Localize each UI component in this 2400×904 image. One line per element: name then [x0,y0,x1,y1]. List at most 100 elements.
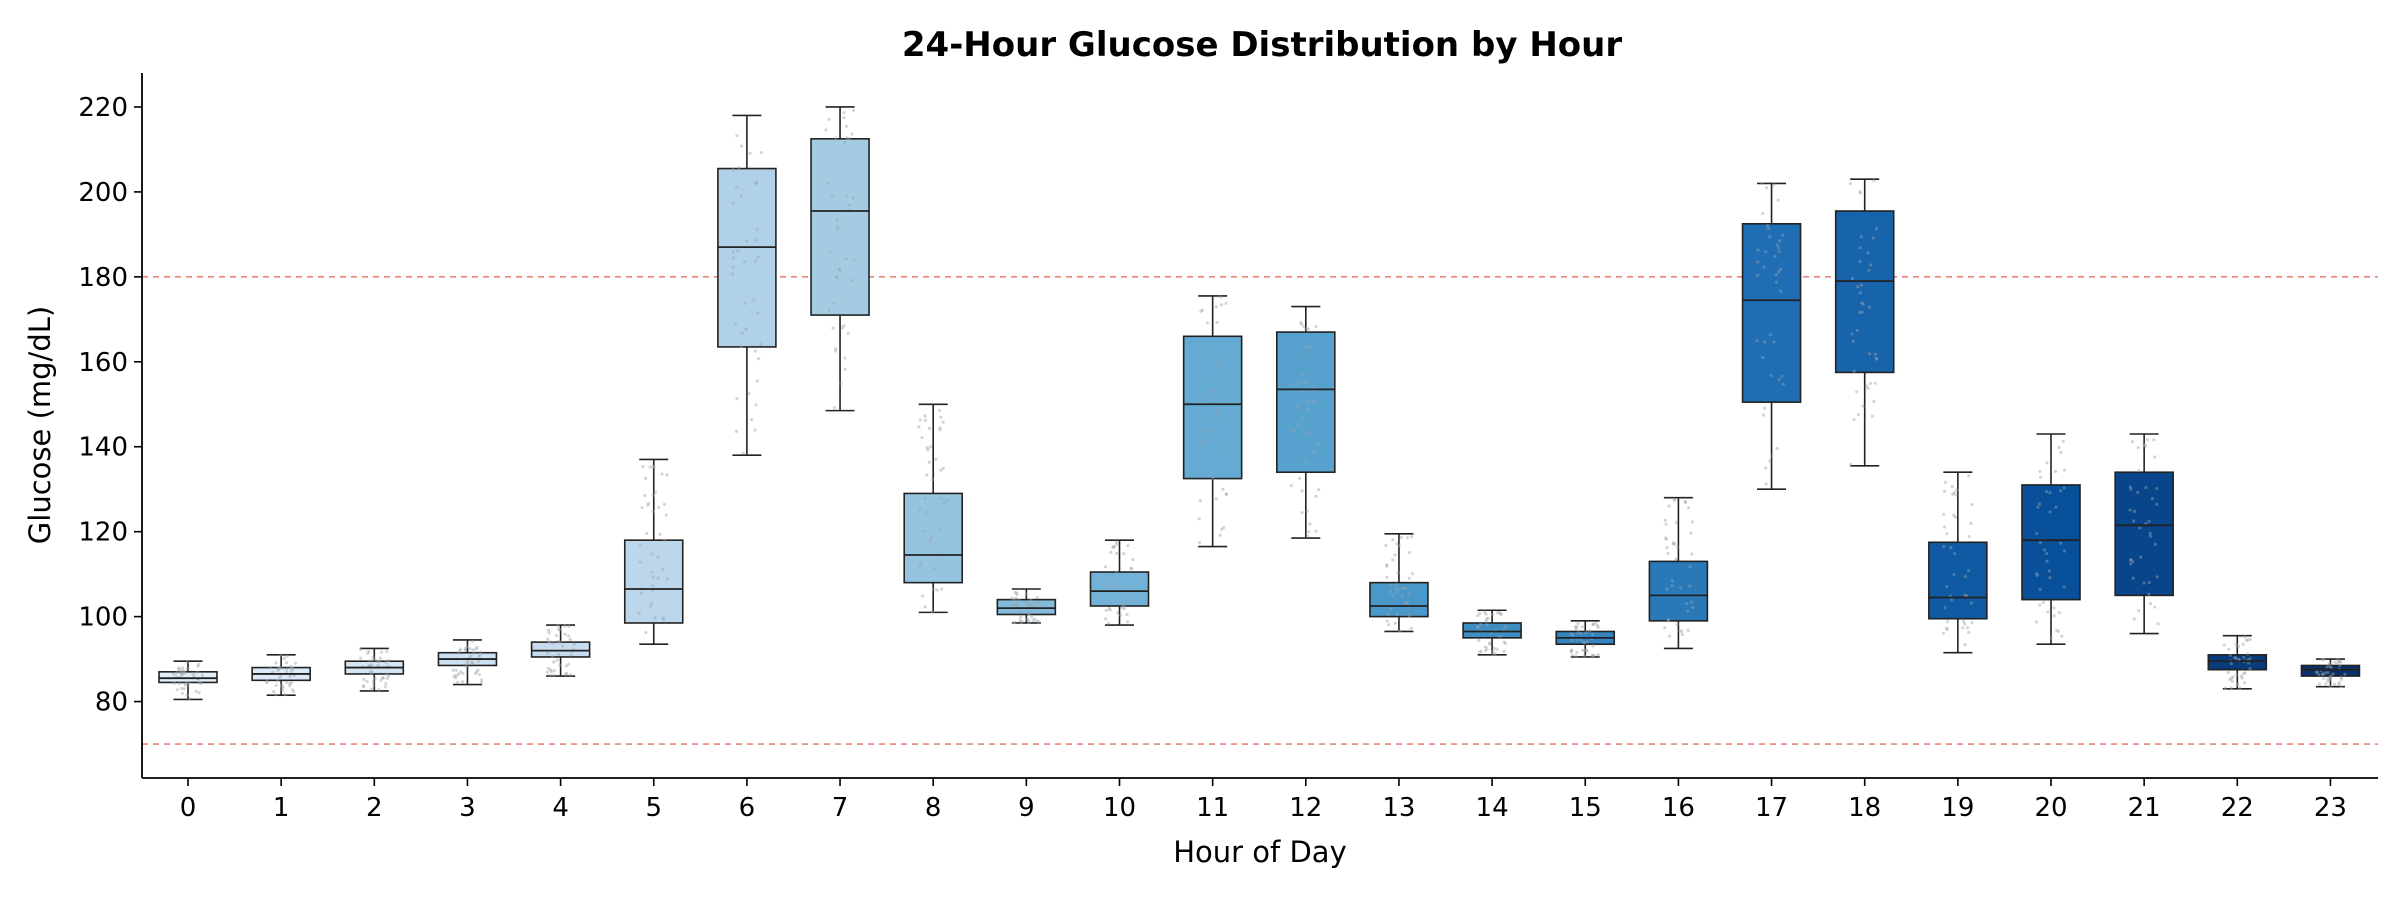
data-point [1493,652,1497,656]
data-point [1312,449,1316,453]
data-point [281,685,285,690]
y-axis-ticks: 80 100 120 140 160 180 200 220 [78,93,142,718]
data-point [643,493,647,498]
data-point [369,687,374,691]
data-point [1945,627,1950,631]
data-point [1952,491,1956,495]
data-point [660,472,664,476]
data-point [1591,622,1595,626]
data-point [361,684,365,688]
x-tick-label: 19 [1941,793,1974,823]
data-point [265,681,269,685]
box-iqr [623,539,684,624]
box-iqr [1462,622,1522,639]
data-point [2242,655,2246,660]
data-point [478,653,482,657]
data-point [2317,673,2321,677]
data-point [1499,612,1503,616]
data-point [1941,631,1946,635]
data-point [187,697,192,701]
data-point [1943,480,1948,484]
data-point [376,659,380,663]
data-point [373,658,377,662]
y-tick-label: 200 [78,178,128,208]
data-point [1108,598,1112,602]
data-point [176,666,181,670]
data-point [284,661,289,665]
data-point [1492,646,1496,651]
data-point [458,670,463,674]
data-point [1859,235,1863,239]
data-point [452,674,456,678]
data-point [831,326,835,330]
data-point [280,685,284,689]
data-point [834,275,838,280]
box-iqr [1369,581,1429,618]
data-point [1397,543,1401,548]
data-point [1942,525,1947,529]
data-point [1666,617,1671,622]
data-point [923,414,927,418]
data-point [1129,598,1133,602]
data-point [842,111,846,115]
data-point [939,415,943,419]
data-point [192,674,196,678]
data-point [744,327,748,331]
data-point [1491,612,1495,617]
data-point [1858,291,1862,295]
data-point [1205,321,1210,325]
data-point [935,588,939,592]
data-point [1491,651,1495,656]
data-point [827,309,831,313]
data-point [568,673,573,677]
data-point [752,298,756,302]
data-point [1781,382,1785,386]
data-point [1391,558,1395,562]
data-point [644,631,648,635]
data-point [941,420,945,424]
data-point [1024,592,1028,596]
data-point [1224,492,1228,496]
data-point [1388,590,1392,594]
data-point [2128,485,2133,489]
data-point [289,665,293,669]
data-point [650,601,654,605]
data-point [549,669,553,673]
data-point [1777,239,1782,243]
data-point [1314,529,1318,533]
data-point [847,137,851,141]
data-point [1219,303,1224,307]
data-point [2321,677,2326,681]
data-point [1777,249,1781,253]
data-point [2227,647,2231,651]
data-point [2060,634,2064,638]
data-point [280,683,284,687]
data-point [268,666,273,670]
data-point [2052,614,2056,618]
data-point [2148,534,2153,538]
data-point [2062,486,2066,490]
data-point [1951,492,1955,496]
data-point [1855,328,1860,333]
data-point [1864,384,1869,388]
box-hour-22 [2207,634,2268,690]
data-point [1027,620,1031,624]
data-point [1112,545,1117,549]
data-point [2054,505,2058,509]
data-point [2058,489,2063,493]
data-point [846,331,850,335]
data-point [1773,254,1777,259]
data-point [279,666,283,670]
data-point [730,272,735,276]
data-point [2132,509,2137,513]
box-hour-8 [903,403,964,614]
data-point [759,342,763,346]
data-point [1305,381,1309,385]
data-point [2059,541,2063,545]
data-point [1394,582,1398,587]
data-point [457,672,461,676]
data-point [1204,356,1208,361]
data-point [1477,650,1482,654]
data-point [2230,679,2234,683]
box-iqr [1182,335,1243,480]
